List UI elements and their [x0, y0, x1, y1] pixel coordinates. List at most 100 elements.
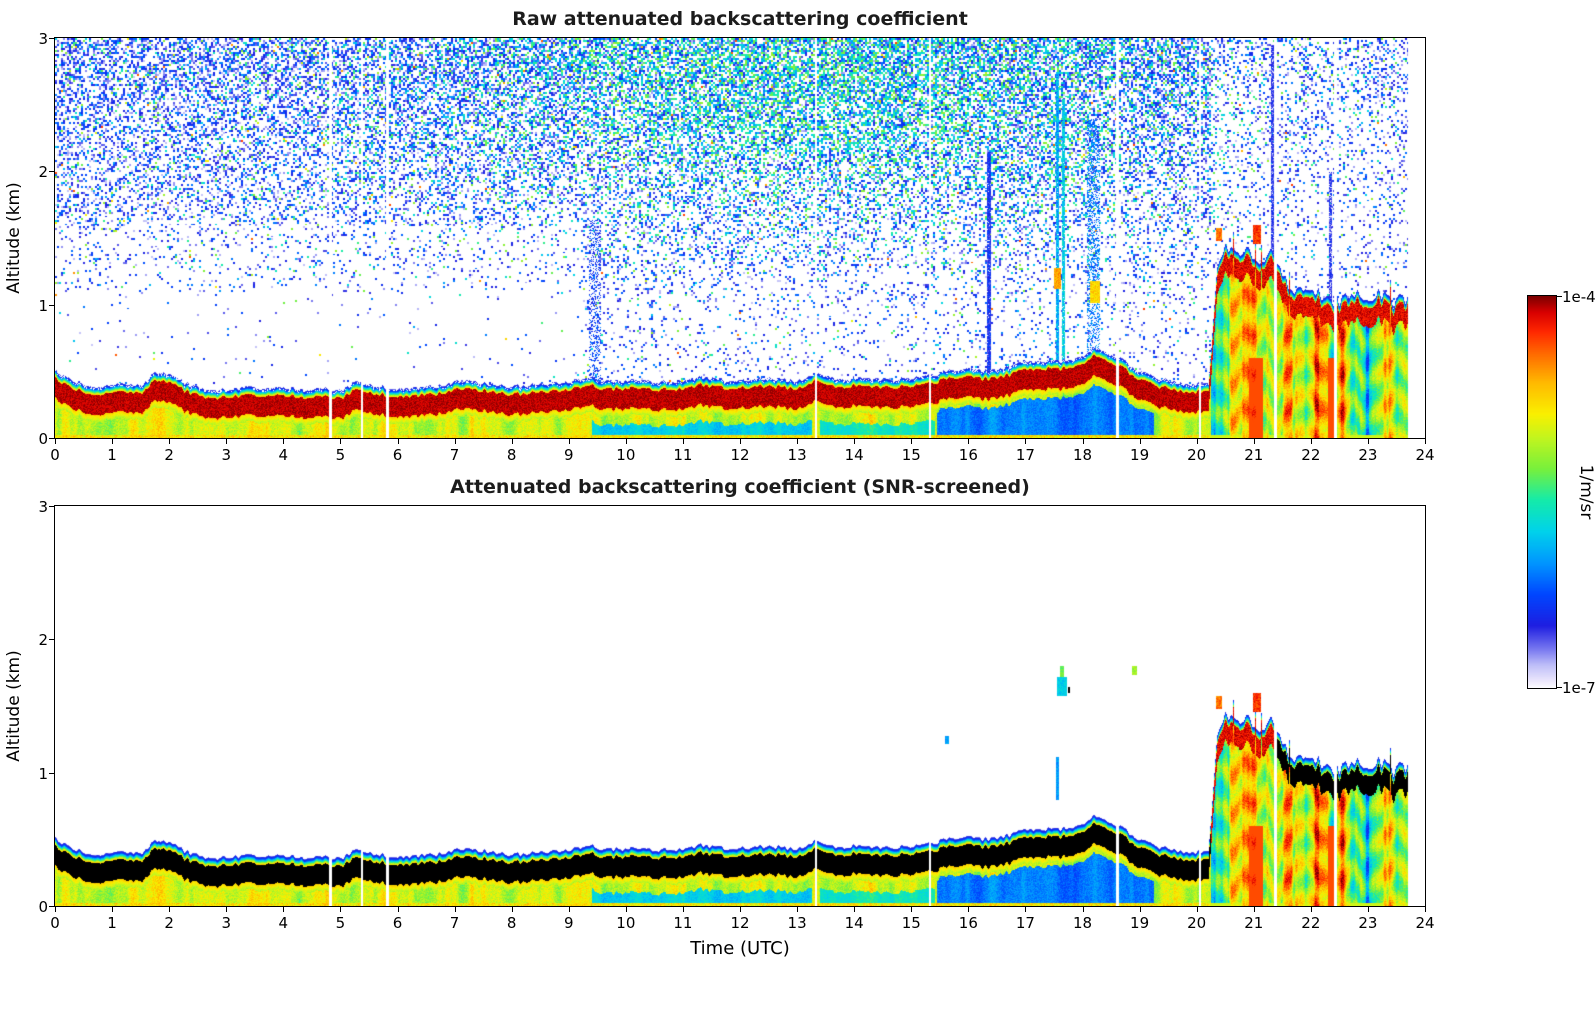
tick-mark — [682, 907, 684, 912]
tick-mark — [55, 907, 56, 912]
x-tick-label: 19 — [1130, 446, 1150, 464]
x-tick-label: 3 — [221, 914, 232, 932]
tick-mark — [112, 439, 114, 444]
tick-mark — [740, 439, 741, 444]
y-tick-label: 0 — [38, 430, 48, 448]
tick-mark — [1082, 907, 1084, 912]
x-tick-label: 12 — [730, 446, 750, 464]
y-tick-label: 1 — [38, 296, 48, 315]
x-tick-label: 8 — [506, 446, 517, 464]
x-tick-label: 10 — [616, 914, 636, 932]
tick-mark — [49, 171, 55, 173]
tick-mark — [968, 439, 970, 444]
x-tick-label: 4 — [278, 914, 289, 932]
tick-mark — [454, 907, 456, 912]
x-tick-label: 24 — [1415, 446, 1435, 464]
tick-mark — [568, 439, 570, 444]
x-tick-label: 22 — [1301, 914, 1321, 932]
panel-raw-title: Raw attenuated backscattering coefficien… — [512, 8, 968, 30]
tick-mark — [854, 907, 856, 912]
tick-mark — [968, 907, 970, 912]
tick-mark — [49, 38, 55, 39]
tick-mark — [625, 907, 627, 912]
tick-mark — [1367, 907, 1369, 912]
tick-mark — [1082, 439, 1084, 444]
tick-mark — [1557, 687, 1562, 688]
x-tick-label: 23 — [1358, 914, 1378, 932]
tick-mark — [55, 439, 56, 444]
x-tick-label: 22 — [1301, 446, 1321, 464]
tick-mark — [49, 639, 55, 641]
x-tick-label: 21 — [1244, 914, 1264, 932]
tick-mark — [169, 439, 171, 444]
tick-mark — [340, 439, 342, 444]
panel-screened-ylabel: Altitude (km) — [4, 650, 24, 762]
tick-mark — [1557, 296, 1562, 297]
x-tick-label: 17 — [1015, 914, 1035, 932]
x-tick-label: 0 — [50, 446, 60, 464]
tick-mark — [511, 439, 513, 444]
y-tick-label: 3 — [38, 498, 48, 516]
tick-mark — [625, 439, 627, 444]
tick-mark — [1310, 439, 1312, 444]
x-tick-label: 7 — [449, 914, 460, 932]
tick-mark — [226, 907, 228, 912]
x-tick-label: 1 — [107, 914, 117, 932]
x-tick-label: 17 — [1015, 446, 1035, 464]
x-tick-label: 24 — [1415, 914, 1435, 932]
x-tick-label: 10 — [616, 446, 636, 464]
tick-mark — [112, 907, 114, 912]
x-tick-label: 18 — [1072, 914, 1093, 932]
x-tick-label: 14 — [844, 914, 864, 932]
heatmap-raw-canvas — [55, 38, 1425, 438]
tick-mark — [1025, 907, 1027, 912]
x-tick-label: 14 — [844, 446, 864, 464]
tick-mark — [283, 907, 285, 912]
tick-mark — [49, 304, 55, 306]
tick-mark — [1425, 439, 1426, 444]
y-tick-label: 0 — [38, 898, 48, 916]
x-tick-label: 8 — [506, 914, 517, 932]
x-tick-label: 11 — [673, 446, 693, 464]
x-tick-label: 20 — [1187, 914, 1207, 932]
colorbar-max-label: 1e-4 — [1562, 288, 1595, 306]
tick-mark — [797, 439, 799, 444]
tick-mark — [1310, 907, 1312, 912]
x-tick-label: 19 — [1130, 914, 1150, 932]
tick-mark — [682, 439, 684, 444]
x-tick-label: 15 — [901, 446, 921, 464]
x-tick-label: 15 — [901, 914, 921, 932]
y-tick-label: 2 — [38, 163, 48, 182]
tick-mark — [854, 439, 856, 444]
x-tick-label: 6 — [392, 446, 403, 464]
y-tick-label: 3 — [38, 30, 48, 48]
x-tick-label: 23 — [1358, 446, 1378, 464]
x-tick-label: 12 — [730, 914, 750, 932]
x-tick-label: 6 — [392, 914, 403, 932]
tick-mark — [568, 907, 570, 912]
x-tick-label: 21 — [1244, 446, 1264, 464]
tick-mark — [49, 772, 55, 774]
tick-mark — [1253, 439, 1255, 444]
tick-mark — [454, 439, 456, 444]
x-tick-label: 18 — [1072, 446, 1093, 464]
x-tick-label: 11 — [673, 914, 693, 932]
tick-mark — [911, 907, 913, 912]
x-tick-label: 16 — [958, 914, 978, 932]
x-tick-label: 2 — [164, 914, 174, 932]
tick-mark — [169, 907, 171, 912]
x-tick-label: 9 — [563, 446, 574, 464]
tick-mark — [1367, 439, 1369, 444]
tick-mark — [797, 907, 799, 912]
tick-mark — [340, 907, 342, 912]
tick-mark — [511, 907, 513, 912]
colorbar-canvas — [1528, 296, 1556, 688]
y-tick-label: 2 — [38, 631, 48, 650]
x-axis-label: Time (UTC) — [690, 938, 790, 959]
tick-mark — [911, 439, 913, 444]
tick-mark — [1139, 439, 1141, 444]
tick-mark — [1196, 907, 1198, 912]
x-tick-label: 5 — [335, 446, 346, 464]
tick-mark — [283, 439, 285, 444]
